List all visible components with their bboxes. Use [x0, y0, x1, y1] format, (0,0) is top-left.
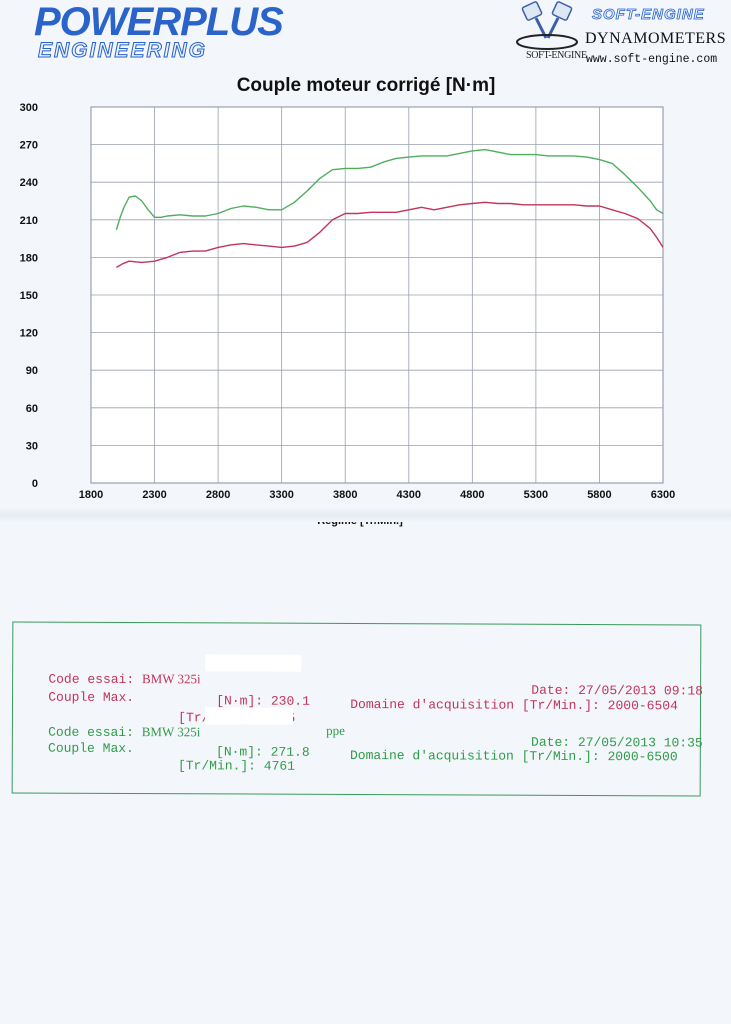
series-line-2	[115, 148, 664, 231]
y-tick-label: 270	[20, 140, 38, 152]
x-tick-label: 4300	[397, 489, 421, 501]
x-tick-label: 5300	[524, 489, 548, 501]
test1-couple-label: Couple Max.	[48, 689, 135, 706]
test1-domain-value: 2000-6504	[607, 698, 678, 714]
test2-domain-label: Domaine d'acquisition [Tr/Min.]:	[349, 747, 600, 765]
y-tick-label: 30	[26, 440, 38, 452]
dynamometers-label: DYNAMOMETERS	[585, 30, 727, 47]
test1-domain-label: Domaine d'acquisition [Tr/Min.]:	[350, 696, 600, 714]
x-tick-label: 1800	[79, 489, 103, 501]
test2-couple-label: Couple Max.	[48, 740, 134, 757]
soft-engine-logo: SOFT-ENGINE SOFT-ENGINE DYNAMOMETERS www…	[500, 0, 731, 72]
pistons-icon	[516, 1, 578, 50]
logo-powerplus-text: POWERPLUS	[34, 0, 284, 44]
x-tick-labels: 1800 2300 2800 3300 3800 4300 4800 5300 5800 6300	[79, 489, 675, 501]
chart-title: Couple moteur corrigé [N·m]	[237, 75, 496, 96]
test2-domain-value: 2000-6500	[607, 749, 678, 765]
grid-lines	[91, 107, 663, 483]
soft-engine-small-brand: SOFT-ENGINE	[526, 50, 587, 61]
test2-rpm-value: 4761	[263, 758, 296, 774]
y-tick-label: 300	[20, 102, 38, 114]
y-tick-label: 0	[32, 478, 38, 490]
series-line-1	[116, 201, 664, 269]
x-tick-label: 3800	[333, 489, 357, 501]
torque-chart: Couple moteur corrigé [N·m] 1800 2300 2800…	[20, 75, 676, 527]
x-tick-label: 6300	[651, 489, 675, 501]
y-tick-label: 60	[26, 403, 38, 415]
y-tick-label: 180	[20, 252, 38, 264]
y-tick-label: 210	[20, 215, 38, 227]
x-tick-label: 2300	[142, 489, 166, 501]
test2-rpm-unit: [Tr/Min.]:	[177, 758, 257, 774]
soft-engine-brand: SOFT-ENGINE	[592, 6, 705, 24]
series-lines	[115, 148, 664, 269]
redaction-block	[204, 707, 294, 725]
results-box: Code essai: BMW 325i Date: 27/05/2013 09…	[11, 621, 703, 797]
x-tick-label: 3300	[269, 489, 293, 501]
y-tick-labels: 0 30 60 90 120 150 180 210 240 270 300	[20, 102, 38, 490]
y-tick-label: 240	[20, 177, 38, 189]
x-tick-label: 5800	[587, 489, 611, 501]
logo-engineering-text: ENGINEERING	[37, 39, 208, 62]
paper-fold	[0, 508, 731, 522]
y-tick-label: 120	[20, 328, 38, 340]
website-url: www.soft-engine.com	[586, 53, 718, 66]
y-tick-label: 150	[20, 290, 38, 302]
x-tick-label: 2800	[206, 489, 230, 501]
x-tick-label: 4800	[460, 489, 484, 501]
y-tick-label: 90	[26, 365, 38, 377]
powerplus-logo: POWERPLUS ENGINEERING	[34, 2, 284, 64]
redaction-block	[205, 654, 302, 672]
